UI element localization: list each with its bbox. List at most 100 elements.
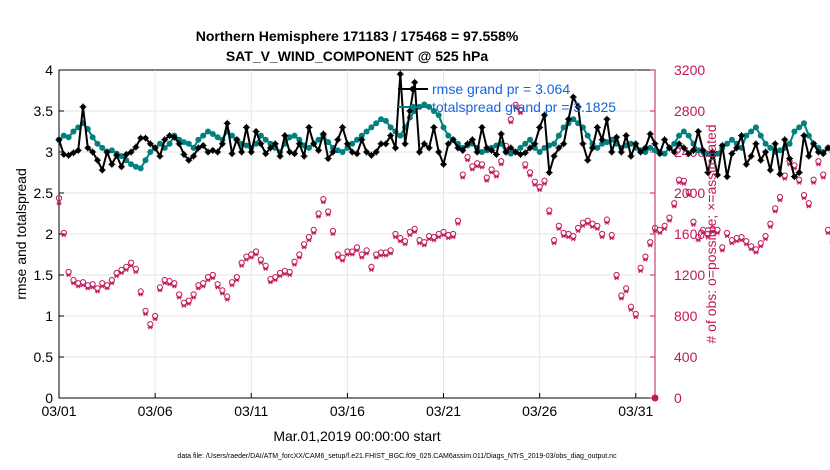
obs-assimilated-point	[301, 245, 307, 250]
rmse-point	[579, 140, 587, 148]
rmse-point	[497, 130, 505, 138]
rmse-point	[680, 144, 688, 152]
obs-assimilated-point	[690, 222, 697, 227]
rmse-point	[151, 144, 159, 152]
rmse-point	[555, 144, 563, 152]
obs-assimilated-point	[181, 303, 187, 308]
rmse-point	[464, 140, 472, 148]
totalspread-point	[166, 140, 173, 147]
totalspread-point	[205, 128, 211, 135]
obs-assimilated-point	[253, 252, 259, 257]
obs-assimilated-stroke	[460, 175, 465, 180]
totalspread-point	[142, 157, 149, 164]
rmse-point	[142, 134, 150, 142]
totalspread-point	[70, 128, 77, 135]
obs-assimilated-point	[344, 252, 350, 257]
obs-assimilated-point	[339, 258, 346, 263]
obs-assimilated-point	[662, 226, 668, 232]
totalspread-point	[94, 140, 101, 147]
obs-assimilated-stroke	[162, 281, 167, 286]
obs-assimilated-stroke	[407, 232, 413, 238]
rmse-point	[593, 123, 601, 131]
obs-assimilated-point	[239, 263, 245, 268]
obs-assimilated-stroke	[676, 180, 682, 185]
obs-assimilated-point	[90, 285, 96, 290]
rmse-point	[65, 151, 73, 159]
x-tick-label: 03/26	[522, 403, 557, 419]
rmse-point	[113, 151, 121, 159]
obs-assimilated-stroke	[556, 226, 562, 232]
obs-assimilated-stroke	[244, 257, 249, 262]
totalspread-point	[243, 142, 250, 149]
obs-assimilated-point	[609, 235, 615, 241]
obs-assimilated-stroke	[455, 221, 461, 226]
totalspread-point	[156, 140, 163, 147]
rmse-point	[810, 140, 818, 148]
obs-assimilated-stroke	[614, 275, 619, 281]
y-tick-label-left: 2.5	[34, 185, 54, 201]
obs-series	[55, 101, 830, 402]
obs-assimilated-stroke	[633, 314, 638, 320]
obs-assimilated-point	[513, 105, 519, 111]
obs-assimilated-stroke	[402, 242, 408, 247]
obs-assimilated-point	[157, 288, 163, 293]
rmse-point	[185, 156, 193, 164]
totalspread-point	[599, 140, 606, 147]
obs-assimilated-point	[296, 255, 302, 260]
rmse-point	[425, 144, 433, 152]
obs-assimilated-stroke	[585, 221, 590, 226]
obs-assimilated-stroke	[109, 281, 115, 286]
obs-assimilated-stroke	[66, 272, 71, 278]
totalspread-point	[200, 132, 207, 139]
rmse-point	[353, 150, 361, 158]
obs-assimilated-stroke	[744, 242, 749, 247]
rmse-point	[406, 107, 414, 115]
data-file-footnote: data file: /Users/raeder/DAI/ATM_forcXX/…	[177, 453, 617, 460]
obs-assimilated-point	[407, 232, 413, 238]
totalspread-point	[541, 144, 548, 151]
rmse-point	[483, 144, 491, 152]
obs-assimilated-point	[190, 295, 197, 300]
obs-assimilated-point	[94, 289, 101, 294]
y-tick-label-left: 0.5	[34, 349, 54, 365]
rmse-point	[608, 148, 616, 156]
obs-assimilated-stroke	[124, 267, 129, 273]
rmse-point	[415, 148, 423, 156]
obs-assimilated-point	[75, 284, 81, 289]
rmse-point	[108, 160, 116, 168]
obs-assimilated-stroke	[167, 282, 172, 287]
obs-assimilated-point	[142, 311, 149, 317]
rmse-point	[819, 150, 827, 158]
rmse-point	[781, 136, 789, 144]
rmse-point	[795, 169, 803, 176]
obs-assimilated-stroke	[657, 230, 662, 236]
rmse-point	[218, 140, 226, 148]
totalspread-point	[555, 132, 562, 139]
obs-assimilated-point	[325, 212, 331, 217]
rmse-point	[411, 78, 419, 86]
line-series	[55, 70, 830, 181]
totalspread-point	[517, 144, 524, 151]
totalspread-point	[671, 140, 678, 147]
rmse-point	[74, 146, 82, 154]
rmse-point	[223, 119, 231, 127]
obs-assimilated-point	[436, 234, 442, 240]
obs-assimilated-point	[686, 192, 692, 198]
x-tick-label: 03/11	[234, 403, 268, 419]
obs-assimilated-point	[152, 316, 158, 322]
obs-assimilated-stroke	[316, 214, 321, 219]
rmse-point	[339, 123, 347, 131]
rmse-point	[699, 146, 707, 154]
legend-spread-marker	[409, 103, 417, 111]
obs-assimilated-point	[820, 175, 826, 180]
x-tick-label: 03/21	[426, 403, 461, 419]
obs-assimilated-stroke	[71, 281, 76, 286]
obs-assimilated-point	[589, 224, 596, 229]
rmse-point	[540, 111, 548, 119]
obs-assimilated-point	[147, 325, 153, 330]
obs-assimilated-point	[484, 178, 490, 183]
rmse-point	[387, 132, 395, 140]
obs-assimilated-point	[695, 237, 701, 243]
obs-assimilated-stroke	[667, 218, 672, 223]
